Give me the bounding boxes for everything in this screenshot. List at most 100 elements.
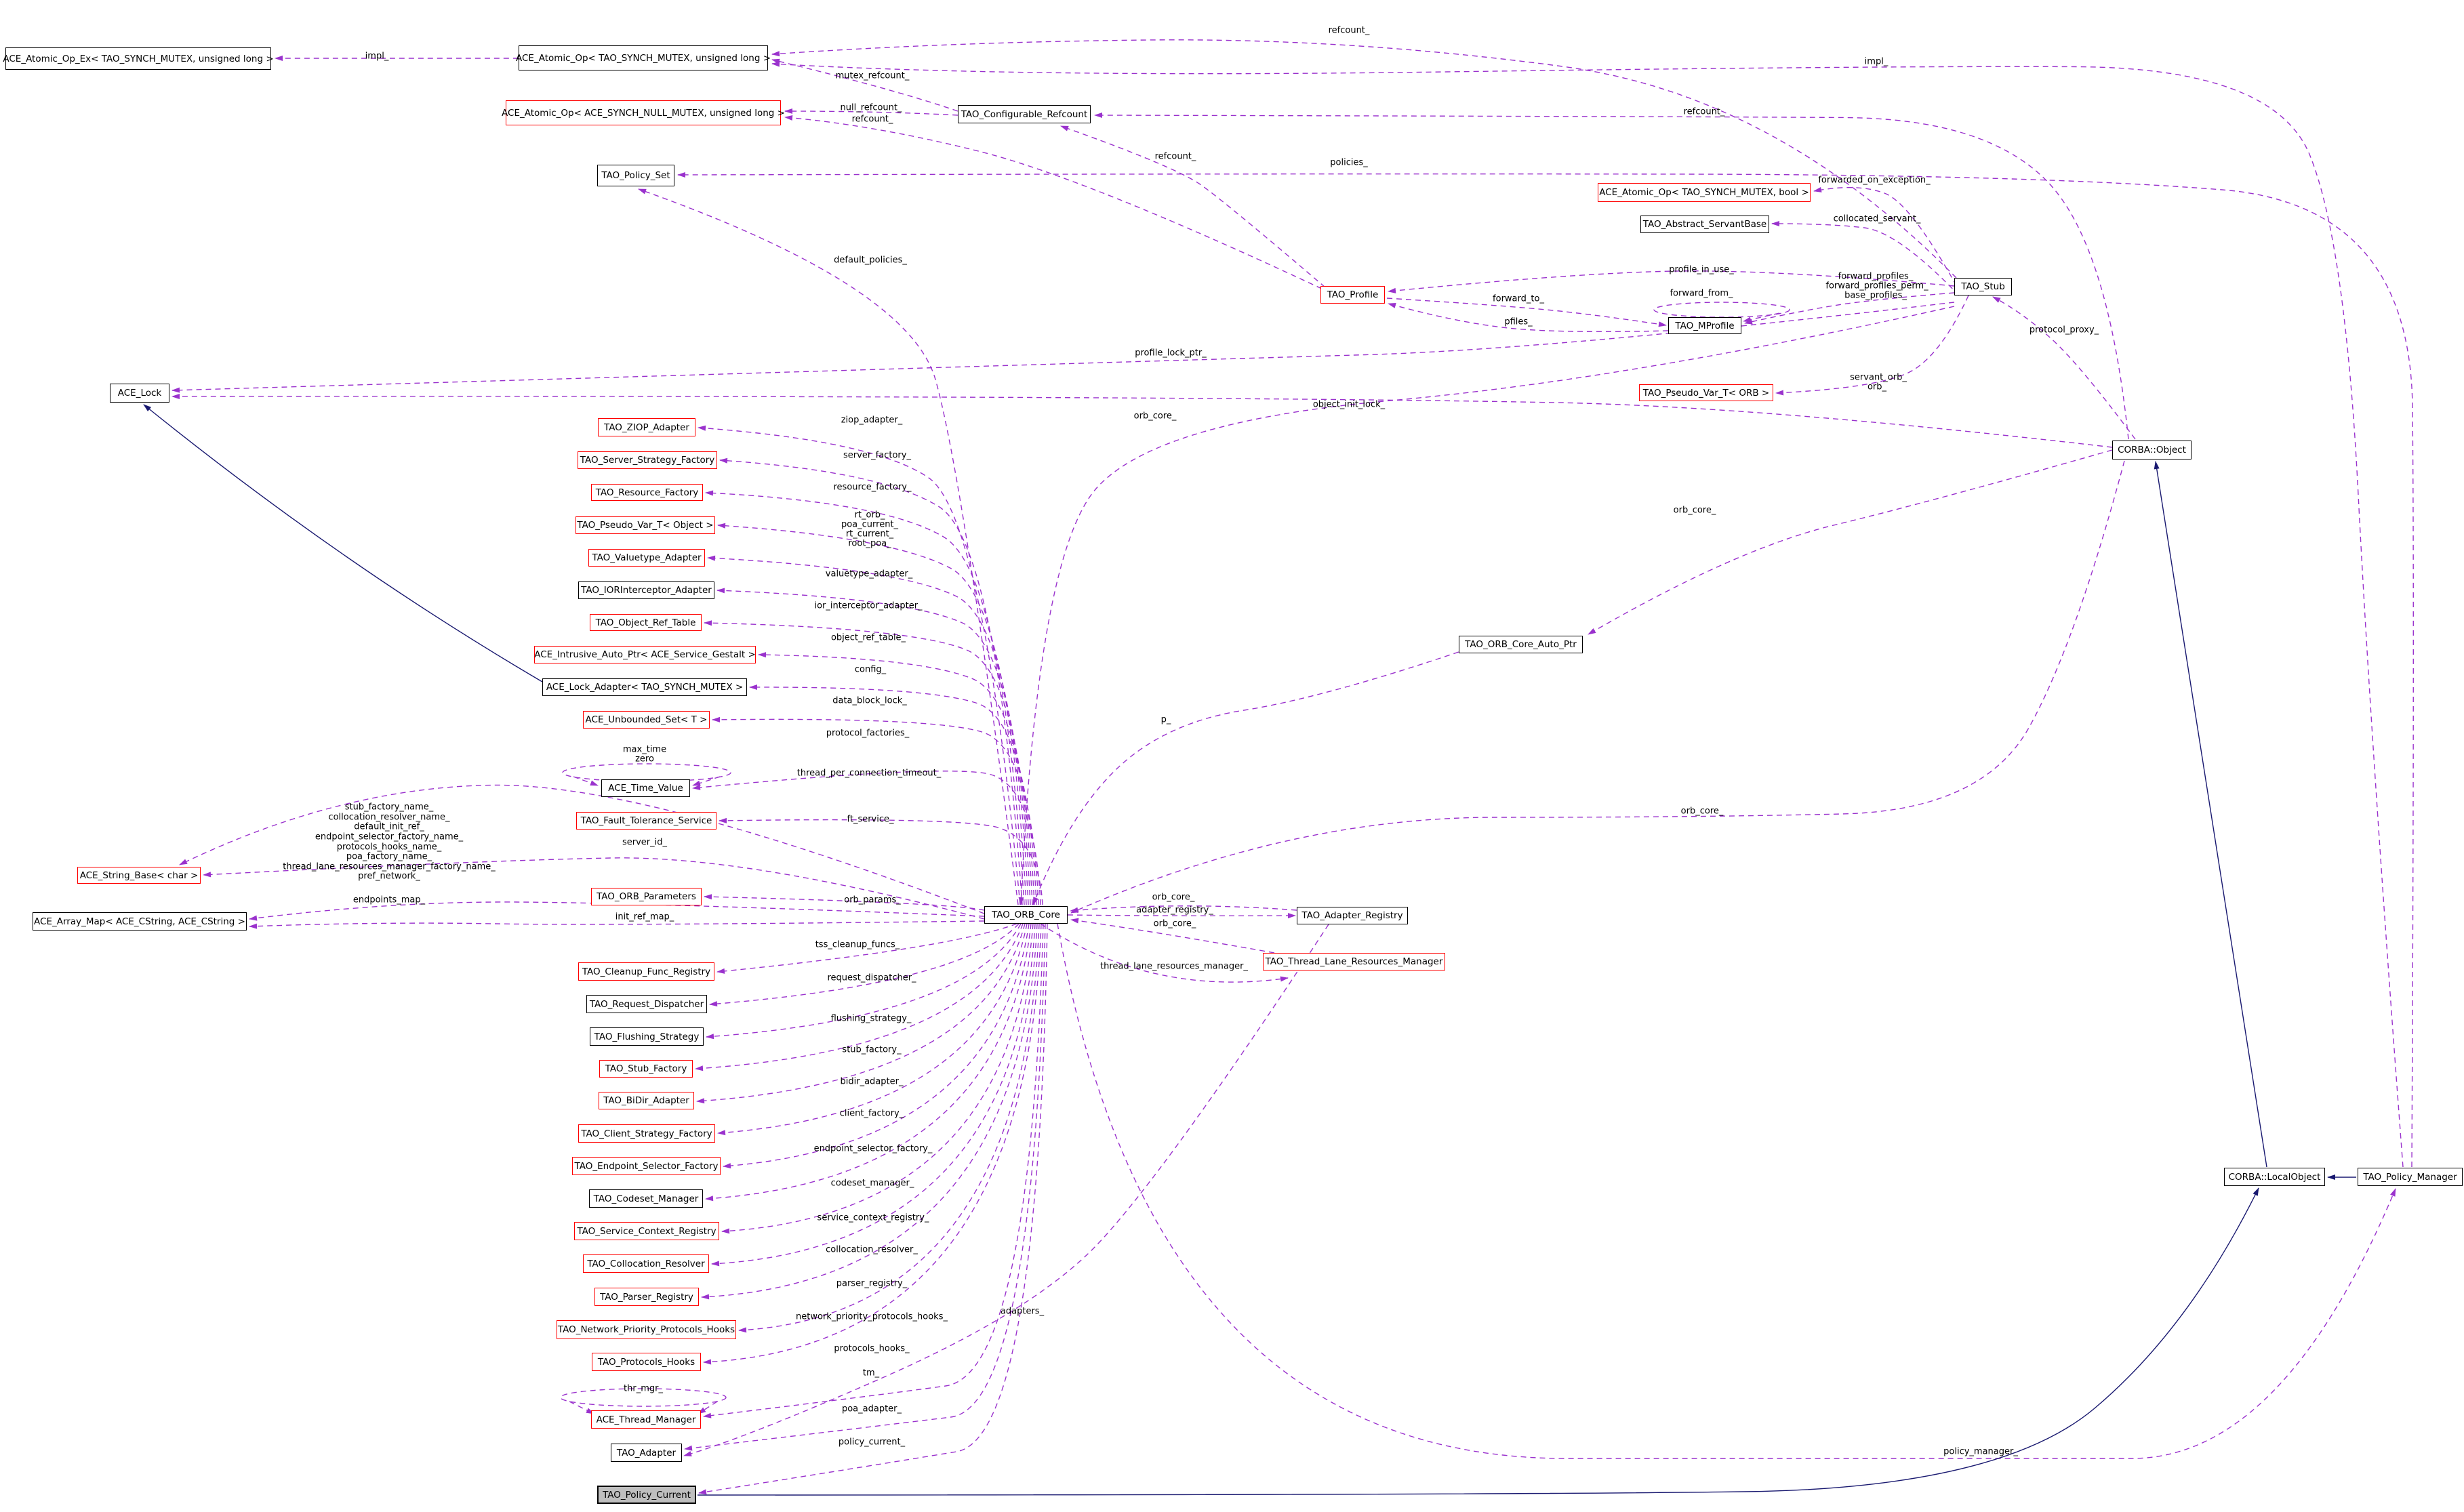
class-node-tao-orb-core[interactable]: TAO_ORB_Core	[984, 906, 1068, 924]
class-node-tao-service-context-registry[interactable]: TAO_Service_Context_Registry	[574, 1222, 719, 1240]
class-node-tao-stub[interactable]: TAO_Stub	[1954, 278, 2012, 295]
class-node-tao-configurable-refcount[interactable]: TAO_Configurable_Refcount	[958, 105, 1091, 123]
class-node-tao-orb-core-auto-ptr[interactable]: TAO_ORB_Core_Auto_Ptr	[1459, 636, 1583, 653]
class-node-tao-pseudo-var-object[interactable]: TAO_Pseudo_Var_T< Object >	[575, 516, 715, 534]
edge-orbcore-poa-adapter	[684, 923, 1046, 1451]
edge-orbcore-config	[758, 652, 1035, 905]
edge-label: parser_registry_	[836, 1278, 908, 1289]
class-node-ace-time-value[interactable]: ACE_Time_Value	[601, 779, 690, 797]
edge-label: orb_core_	[1153, 918, 1196, 929]
edge-tlrm-orb-core	[1070, 918, 1275, 954]
class-node-tao-collocation-resolver[interactable]: TAO_Collocation_Resolver	[583, 1254, 709, 1273]
edge-label: orb_core_	[1680, 806, 1724, 817]
class-node-corba-localobject[interactable]: CORBA::LocalObject	[2224, 1168, 2325, 1186]
edge-orbcore-codeset-manager	[705, 923, 1032, 1202]
edge-autoptr-p	[1032, 651, 1459, 905]
edge-orbcore-network-priority-protocols-hooks	[738, 923, 1040, 1333]
edge-label: pref_network_	[358, 871, 420, 882]
edge-orbcore-thread-per-connection-timeout	[692, 771, 1041, 905]
edge-cfg-null-refcount	[784, 108, 958, 116]
class-node-tao-object-ref-table[interactable]: TAO_Object_Ref_Table	[590, 614, 702, 631]
class-node-tao-network-priority-protocols-hooks[interactable]: TAO_Network_Priority_Protocols_Hooks	[557, 1320, 736, 1339]
edge-profile-forward-to	[1386, 298, 1667, 327]
edge-label: stub_factory_name_	[344, 802, 434, 813]
class-node-ace-atomic-op-bool[interactable]: ACE_Atomic_Op< TAO_SYNCH_MUTEX, bool >	[1598, 183, 1811, 202]
class-node-tao-fault-tolerance-service[interactable]: TAO_Fault_Tolerance_Service	[576, 812, 716, 830]
edge-orbcore-protocols-hooks	[703, 923, 1042, 1365]
class-node-tao-valuetype-adapter[interactable]: TAO_Valuetype_Adapter	[588, 549, 705, 567]
class-node-tao-policy-manager[interactable]: TAO_Policy_Manager	[2358, 1168, 2463, 1186]
edge-orbcore-data-block-lock	[749, 684, 1037, 905]
edge-label: data_block_lock_	[832, 695, 907, 706]
edge-label: impl_	[1864, 56, 1889, 67]
class-node-tao-policy-set[interactable]: TAO_Policy_Set	[597, 165, 674, 186]
class-node-ace-atomic-op-ul[interactable]: ACE_Atomic_Op< TAO_SYNCH_MUTEX, unsigned…	[516, 45, 771, 70]
class-node-ace-string-base[interactable]: ACE_String_Base< char >	[77, 867, 201, 884]
edge-label: object_ref_table_	[830, 632, 906, 643]
edge-label: server_id_	[622, 837, 668, 848]
class-node-ace-lock[interactable]: ACE_Lock	[110, 384, 169, 403]
edge-label: forward_from_	[1670, 288, 1733, 299]
edge-label: object_init_lock_	[1312, 399, 1386, 410]
class-node-tao-flushing-strategy[interactable]: TAO_Flushing_Strategy	[590, 1027, 704, 1046]
edge-policy-manager-impl	[771, 61, 2404, 1168]
mprofile-self-loop	[1653, 302, 1790, 318]
class-node-tao-resource-factory[interactable]: TAO_Resource_Factory	[591, 484, 703, 501]
class-node-corba-object[interactable]: CORBA::Object	[2112, 441, 2192, 459]
class-node-tao-endpoint-selector-factory[interactable]: TAO_Endpoint_Selector_Factory	[572, 1157, 721, 1175]
edge-label: pfiles_	[1504, 316, 1533, 327]
edge-orbcore-protocol-factories	[712, 716, 1039, 905]
edge-label: profile_in_use_	[1669, 264, 1734, 275]
class-node-ace-thread-manager[interactable]: ACE_Thread_Manager	[591, 1410, 701, 1429]
edge-orbcore-tss-cleanup-funcs	[716, 923, 1017, 974]
class-node-tao-codeset-manager[interactable]: TAO_Codeset_Manager	[589, 1189, 703, 1208]
class-node-tao-protocols-hooks[interactable]: TAO_Protocols_Hooks	[592, 1353, 701, 1371]
class-node-tao-mprofile[interactable]: TAO_MProfile	[1668, 317, 1741, 334]
class-node-ace-array-map[interactable]: ACE_Array_Map< ACE_CString, ACE_CString …	[33, 912, 247, 931]
edge-stub-collocated-servant	[1771, 221, 1960, 296]
class-node-ace-lock-adapter[interactable]: ACE_Lock_Adapter< TAO_SYNCH_MUTEX >	[542, 678, 747, 696]
class-node-ace-intrusive-auto-ptr[interactable]: ACE_Intrusive_Auto_Ptr< ACE_Service_Gest…	[534, 646, 756, 663]
edge-label: forward_to_	[1493, 293, 1544, 304]
edge-label: ior_interceptor_adapter_	[814, 600, 923, 611]
class-node-tao-iorinterceptor-adapter[interactable]: TAO_IORInterceptor_Adapter	[578, 581, 714, 599]
edge-orbcore-root-poa	[717, 523, 1027, 905]
edge-lock-adapter-inherits-ace-lock	[143, 404, 543, 682]
edge-label: refcount_	[1683, 106, 1725, 117]
edge-orbcore-init-ref-map	[249, 920, 985, 929]
edge-time-value-loop-arrow-left	[573, 776, 599, 786]
edge-stub-orb-core	[1018, 306, 1955, 905]
class-node-tao-orb-parameters[interactable]: TAO_ORB_Parameters	[591, 888, 702, 905]
edge-thread-manager-loop-arrow-left	[569, 1401, 594, 1414]
class-node-tao-parser-registry[interactable]: TAO_Parser_Registry	[594, 1288, 699, 1306]
class-node-tao-adapter[interactable]: TAO_Adapter	[611, 1444, 682, 1462]
class-node-ace-atomic-op-ex-ul[interactable]: ACE_Atomic_Op_Ex< TAO_SYNCH_MUTEX, unsig…	[3, 47, 274, 70]
edge-orbcore-policy-manager	[1057, 923, 2396, 1459]
class-node-ace-unbounded-set[interactable]: ACE_Unbounded_Set< T >	[583, 711, 710, 729]
class-node-tao-adapter-registry[interactable]: TAO_Adapter_Registry	[1297, 907, 1408, 924]
class-node-ace-atomic-op-null[interactable]: ACE_Atomic_Op< ACE_SYNCH_NULL_MUTEX, uns…	[502, 100, 785, 125]
edge-object-protocol-proxy	[1992, 296, 2136, 440]
edge-orbcore-ft-service	[719, 817, 1043, 905]
class-node-tao-thread-lane-resources-manager[interactable]: TAO_Thread_Lane_Resources_Manager	[1263, 953, 1445, 970]
class-node-tao-request-dispatcher[interactable]: TAO_Request_Dispatcher	[586, 995, 707, 1013]
edge-profile-cfg-refcount	[1060, 125, 1326, 288]
edge-label: collocation_resolver_name_	[328, 812, 450, 823]
class-node-tao-server-strategy-factory[interactable]: TAO_Server_Strategy_Factory	[578, 451, 717, 469]
class-node-tao-stub-factory[interactable]: TAO_Stub_Factory	[599, 1060, 693, 1078]
edge-label: ft_service_	[847, 814, 894, 825]
class-node-tao-abstract-servantbase[interactable]: TAO_Abstract_ServantBase	[1640, 216, 1769, 233]
class-node-tao-ziop-adapter[interactable]: TAO_ZIOP_Adapter	[598, 418, 695, 436]
class-node-tao-pseudo-var-orb[interactable]: TAO_Pseudo_Var_T< ORB >	[1639, 384, 1773, 401]
edge-label: init_ref_map_	[615, 912, 674, 922]
edge-stub-profile-in-use	[1388, 270, 1955, 293]
class-node-tao-cleanup-func-registry[interactable]: TAO_Cleanup_Func_Registry	[578, 962, 714, 981]
class-node-tao-bidir-adapter[interactable]: TAO_BiDir_Adapter	[599, 1092, 694, 1109]
class-node-tao-policy-current[interactable]: TAO_Policy_Current	[597, 1486, 696, 1504]
edge-label: p_	[1160, 714, 1171, 725]
edge-label: valuetype_adapter_	[825, 569, 913, 579]
class-node-tao-client-strategy-factory[interactable]: TAO_Client_Strategy_Factory	[578, 1124, 715, 1143]
class-node-tao-profile[interactable]: TAO_Profile	[1320, 286, 1385, 304]
edge-label: service_context_registry_	[817, 1212, 929, 1223]
